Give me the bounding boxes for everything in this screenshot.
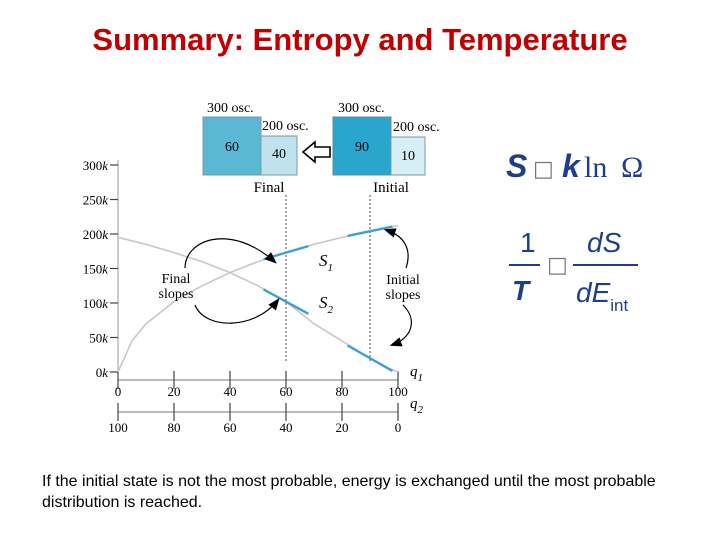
q1-tick-label: 40 — [224, 384, 237, 399]
formula-ln: ln — [584, 151, 607, 184]
curve-s2 — [117, 236, 399, 373]
y-tick-label: 150k — [83, 262, 109, 277]
final-a-osc-label: 300 osc. — [207, 101, 254, 116]
q1-tick-label: 80 — [336, 384, 349, 399]
q1-tick-label: 60 — [280, 384, 293, 399]
final-a-box — [202, 116, 262, 176]
q2-tick-label: 100 — [108, 420, 128, 435]
caption-text: If the initial state is not the most pro… — [42, 473, 656, 511]
formula-S: S — [506, 148, 528, 184]
formula-k: k — [562, 148, 582, 184]
initial-box-group: 300 osc. 200 osc. 90 10 Initial — [332, 101, 440, 196]
final-b-value: 40 — [272, 147, 286, 162]
initial-slopes-line1: Initial — [386, 273, 420, 288]
y-tick-label: 300k — [83, 158, 109, 173]
formula-T: T — [512, 275, 532, 306]
initial-slope-arrow-lower — [389, 304, 412, 347]
final-a-value: 60 — [225, 140, 239, 155]
final-b-box — [260, 135, 298, 176]
initial-a-value: 90 — [355, 140, 369, 155]
chart-tangents — [263, 225, 393, 372]
formula-dE: dEint — [576, 277, 628, 315]
formula-dE-sub: int — [610, 296, 628, 315]
q1-tick-label: 100 — [388, 384, 408, 399]
formula-dS: dS — [587, 227, 622, 258]
tangent-s2 — [263, 288, 309, 315]
y-tick-label: 0k — [96, 365, 109, 380]
entropy-formula: S □ k ln Ω — [506, 148, 643, 184]
s1-label-text: S — [319, 251, 328, 270]
q2-tick-label: 80 — [168, 420, 181, 435]
q2-tick-label: 60 — [224, 420, 237, 435]
formula-one: 1 — [520, 227, 536, 258]
q2-tick-label: 40 — [280, 420, 293, 435]
tangent-s1 — [347, 225, 393, 238]
transition-arrow-icon — [301, 140, 331, 164]
formula-box-glyph: □ — [533, 157, 554, 182]
s2-label-text: S — [319, 293, 328, 312]
final-slopes-line2: slopes — [159, 287, 194, 302]
formula-omega: Ω — [621, 151, 643, 184]
q1-tick-label: 0 — [115, 384, 122, 399]
initial-a-osc-label: 300 osc. — [338, 101, 385, 116]
s1-label: S1 — [319, 251, 333, 274]
s2-label-sub: 2 — [328, 304, 334, 316]
initial-a-box — [332, 116, 392, 176]
q2-tick-label: 0 — [395, 420, 402, 435]
temperature-formula: 1 T □ dS dEint — [509, 227, 638, 315]
y-tick-label: 250k — [83, 193, 109, 208]
s1-label-sub: 1 — [328, 262, 334, 274]
initial-label: Initial — [373, 180, 409, 196]
initial-b-box — [390, 136, 426, 176]
final-slopes-line1: Final — [162, 272, 191, 287]
q2-axis-label: q2 — [410, 396, 424, 416]
y-tick-label: 50k — [89, 331, 108, 346]
initial-b-value: 10 — [401, 149, 415, 164]
q1-axis-label: q1 — [410, 364, 423, 384]
final-slope-arrow-lower — [194, 298, 280, 324]
initial-slopes-line2: slopes — [386, 288, 421, 303]
tangent-s2 — [347, 344, 393, 372]
formula-dE-text: dE — [576, 277, 611, 308]
final-b-osc-label: 200 osc. — [262, 119, 309, 134]
initial-slope-arrow-upper — [383, 228, 409, 269]
y-tick-label: 200k — [83, 227, 109, 242]
s2-label: S2 — [319, 293, 334, 316]
final-label: Final — [254, 180, 285, 196]
initial-b-osc-label: 200 osc. — [393, 120, 440, 135]
y-tick-label: 100k — [83, 296, 109, 311]
curve-s1 — [117, 224, 399, 373]
q1-tick-label: 20 — [168, 384, 181, 399]
final-box-group: 300 osc. 200 osc. 60 40 Final — [202, 101, 309, 196]
q2-tick-label: 20 — [336, 420, 349, 435]
page-title: Summary: Entropy and Temperature — [92, 22, 628, 57]
final-slope-arrow-upper — [184, 238, 277, 269]
formula-box-glyph-2: □ — [547, 253, 568, 278]
